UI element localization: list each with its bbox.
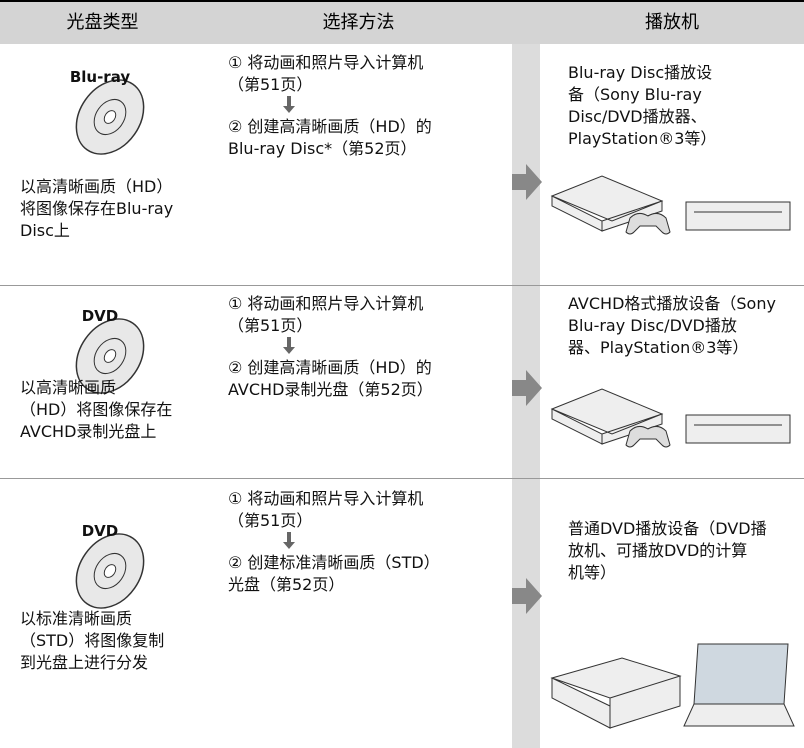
- disc-description: 到光盘上进行分发: [20, 653, 149, 672]
- step-one: （第51页）: [228, 316, 313, 335]
- disc-label: DVD: [82, 307, 119, 325]
- controller: [625, 425, 671, 448]
- right-arrow: [512, 578, 542, 614]
- down-arrow: [283, 337, 295, 354]
- disc-description: 将图像保存在Blu-ray: [20, 199, 174, 218]
- disc-icon: DVD: [75, 522, 145, 609]
- player-box: [685, 414, 791, 444]
- laptop-base: [683, 703, 795, 727]
- disc-description: （HD）将图像保存在: [20, 400, 173, 419]
- right-arrow-shape: [512, 578, 542, 614]
- disc-ring: [93, 98, 127, 136]
- header-cell: 光盘类型: [66, 12, 139, 33]
- player-description: Blu-ray Disc/DVD播放: [568, 316, 737, 335]
- disc-ring: [93, 552, 127, 590]
- disc-icon: DVD: [75, 307, 145, 394]
- disc-description: Disc上: [20, 221, 70, 240]
- disc-ring: [93, 337, 127, 375]
- step-one: ① 将动画和照片导入计算机: [228, 489, 424, 508]
- step-two: ② 创建高清晰画质（HD）的: [228, 358, 432, 377]
- player-description: Disc/DVD播放器、: [568, 107, 707, 126]
- disc-hole: [103, 349, 117, 363]
- device-illustration: [550, 175, 791, 235]
- right-arrow-shape: [512, 164, 542, 200]
- step-two: Blu-ray Disc*（第52页）: [228, 139, 417, 158]
- disc-description: 以标准清晰画质: [20, 609, 133, 628]
- step-one: （第51页）: [228, 511, 313, 530]
- down-arrow-shape: [283, 96, 295, 113]
- header-row: 光盘类型 选择方法 播放机: [0, 0, 804, 44]
- header-cell: 播放机: [645, 12, 699, 33]
- player-box: [685, 201, 791, 231]
- step-one: ① 将动画和照片导入计算机: [228, 53, 424, 72]
- disc-description: 以高清晰画质（HD）: [20, 177, 173, 196]
- player-description: Blu-ray Disc播放设: [568, 63, 713, 82]
- disc-icon: Blu-ray: [70, 68, 145, 155]
- player-description: PlayStation®3等）: [568, 129, 717, 148]
- player-description: AVCHD格式播放设备（Sony: [568, 294, 776, 313]
- device-illustration: [550, 643, 795, 729]
- player-description: 普通DVD播放设备（DVD播: [568, 519, 767, 538]
- row-separator: [0, 478, 804, 479]
- right-arrow-shape: [512, 370, 542, 406]
- player-description: 机等）: [568, 563, 617, 582]
- device-illustration: [550, 388, 791, 448]
- dvd-player: [550, 657, 682, 729]
- disc-description: 以高清晰画质: [20, 378, 117, 397]
- disc-hole: [103, 564, 117, 578]
- header-cell: 选择方法: [322, 12, 395, 33]
- down-arrow-shape: [283, 337, 295, 354]
- down-arrow: [283, 96, 295, 113]
- step-two: AVCHD录制光盘（第52页）: [228, 380, 433, 399]
- controller: [625, 212, 671, 235]
- right-arrow: [512, 164, 542, 200]
- disc-description: AVCHD录制光盘上: [20, 422, 157, 441]
- row-separator: [0, 285, 804, 286]
- step-two: ② 创建高清晰画质（HD）的: [228, 117, 432, 136]
- disc-label: DVD: [82, 522, 119, 540]
- disc-description: （STD）将图像复制: [20, 631, 165, 650]
- player-description: 放机、可播放DVD的计算: [568, 541, 748, 560]
- laptop-screen: [693, 643, 789, 705]
- step-two: 光盘（第52页）: [228, 575, 345, 594]
- down-arrow-shape: [283, 532, 295, 549]
- disc-label: Blu-ray: [70, 68, 131, 86]
- step-one: ① 将动画和照片导入计算机: [228, 294, 424, 313]
- player-description: 器、PlayStation®3等）: [568, 338, 749, 357]
- right-arrow: [512, 370, 542, 406]
- player-description: 备（Sony Blu-ray: [568, 85, 702, 104]
- step-two: ② 创建标准清晰画质（STD）: [228, 553, 440, 572]
- step-one: （第51页）: [228, 75, 313, 94]
- disc-hole: [103, 110, 117, 124]
- down-arrow: [283, 532, 295, 549]
